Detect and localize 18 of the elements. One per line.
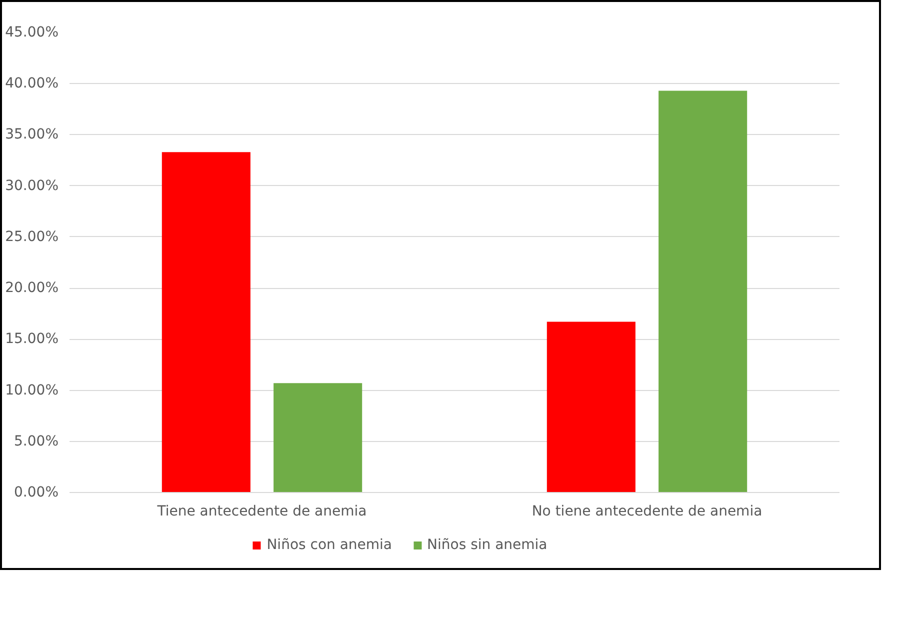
y-tick-label: 30.00% [5, 178, 59, 194]
y-tick-label: 35.00% [5, 126, 59, 143]
y-tick-label: 15.00% [5, 331, 59, 348]
x-tick-label: Tiene antecedente de anemia [156, 504, 367, 520]
bar [274, 383, 362, 492]
y-tick-label: 25.00% [5, 228, 59, 245]
x-tick-label: No tiene antecedente de anemia [532, 504, 762, 520]
bar [546, 322, 636, 492]
y-tick-label: 0.00% [14, 484, 59, 500]
legend-label: Niños con anemia [266, 537, 392, 553]
y-tick-label: 10.00% [5, 382, 59, 398]
bar [162, 152, 250, 492]
legend-label: Niños sin anemia [427, 537, 548, 553]
y-tick-label: 45.00% [5, 24, 59, 40]
y-tick-label: 40.00% [5, 76, 59, 92]
bar [658, 90, 748, 492]
y-tick-label: 5.00% [14, 433, 59, 450]
y-tick-label: 20.00% [5, 280, 59, 296]
